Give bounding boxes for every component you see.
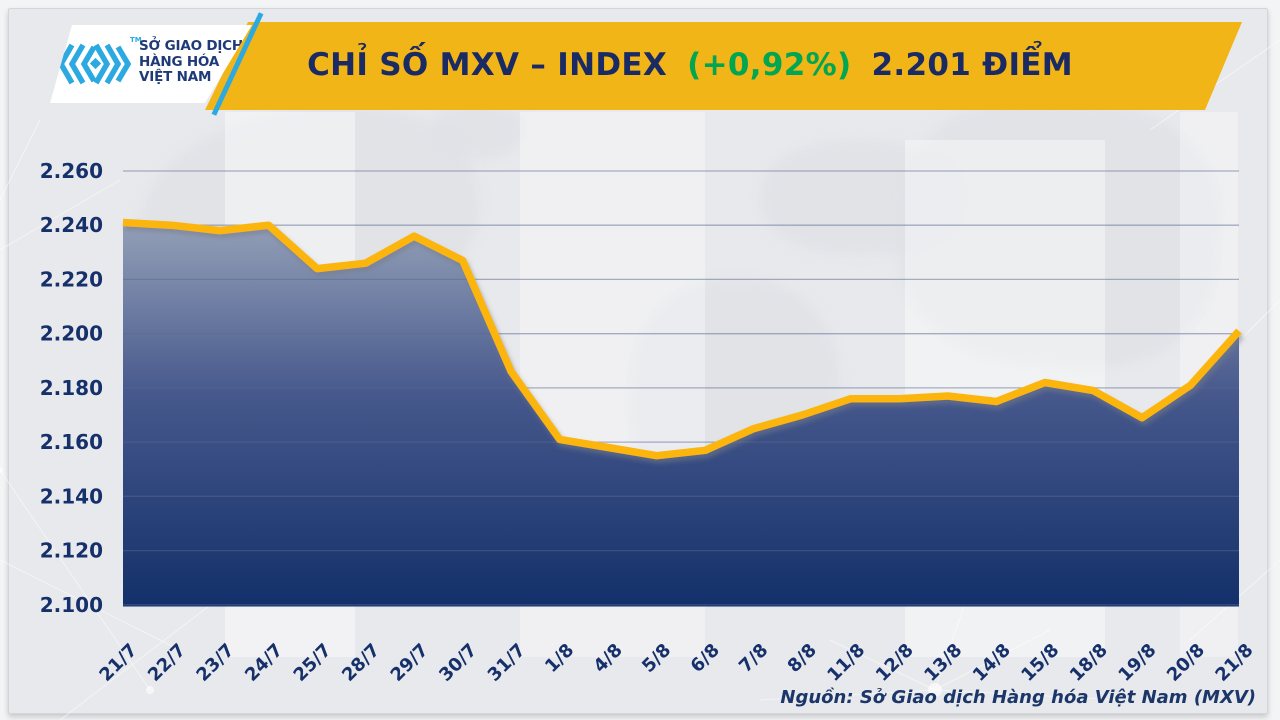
x-axis-tick-label: 18/8 <box>1066 640 1112 686</box>
y-axis-tick-label: 2.220 <box>40 267 103 291</box>
x-axis-tick-label: 30/7 <box>435 640 481 686</box>
x-axis-tick-label: 21/7 <box>95 640 141 686</box>
x-axis-tick-label: 14/8 <box>969 640 1015 686</box>
y-axis-tick-label: 2.240 <box>40 213 103 237</box>
x-axis-tick-label: 1/8 <box>541 640 578 677</box>
x-axis-tick-label: 5/8 <box>638 640 675 677</box>
x-axis-tick-label: 28/7 <box>338 640 384 686</box>
logo-line3: VIỆT NAM <box>139 69 212 85</box>
x-axis-tick-label: 23/7 <box>192 640 238 686</box>
y-axis-tick-label: 2.180 <box>40 376 103 400</box>
title-change: (+0,92%) <box>687 47 852 83</box>
source-note: Nguồn: Sở Giao dịch Hàng hóa Việt Nam (M… <box>780 687 1256 708</box>
area-fill <box>123 222 1239 607</box>
chart-title: CHỈ SỐ MXV – INDEX (+0,92%) 2.201 ĐIỂM <box>100 47 1280 83</box>
x-axis-tick-label: 8/8 <box>784 640 821 677</box>
y-axis-tick-label: 2.200 <box>40 322 103 346</box>
y-axis-tick-label: 2.140 <box>40 484 103 508</box>
mxv-chevrons-icon <box>57 43 132 85</box>
header: TM SỞ GIAO DỊCH HÀNG HÓA VIỆT NAM CHỈ SỐ… <box>0 0 1280 140</box>
mxv-logo-text: SỞ GIAO DỊCH HÀNG HÓA VIỆT NAM <box>139 38 243 86</box>
y-axis-tick-label: 2.120 <box>40 539 103 563</box>
x-axis-tick-label: 13/8 <box>920 640 966 686</box>
x-axis-tick-label: 12/8 <box>872 640 918 686</box>
x-axis-tick-label: 25/7 <box>290 640 336 686</box>
x-axis-tick-label: 24/7 <box>241 640 287 686</box>
x-axis-tick-label: 31/7 <box>484 640 530 686</box>
logo-line1: SỞ GIAO DỊCH <box>139 38 243 54</box>
y-axis-tick-label: 2.260 <box>40 159 103 183</box>
logo-line2: HÀNG HÓA <box>139 53 220 70</box>
x-axis-tick-label: 22/7 <box>144 640 190 686</box>
x-axis-tick-label: 15/8 <box>1017 640 1063 686</box>
x-axis-tick-label: 4/8 <box>590 640 627 677</box>
title-points: 2.201 ĐIỂM <box>871 47 1073 83</box>
x-axis-tick-label: 7/8 <box>735 640 772 677</box>
trademark-symbol: TM <box>130 36 142 44</box>
x-axis-tick-label: 19/8 <box>1114 640 1160 686</box>
y-axis-tick-label: 2.100 <box>40 593 103 617</box>
x-axis-tick-label: 20/8 <box>1163 640 1209 686</box>
x-axis-tick-label: 29/7 <box>387 640 433 686</box>
x-axis-tick-label: 21/8 <box>1211 640 1257 686</box>
title-text: CHỈ SỐ MXV – INDEX <box>307 47 668 83</box>
x-axis-tick-label: 6/8 <box>687 640 724 677</box>
y-axis-tick-label: 2.160 <box>40 430 103 454</box>
x-axis-tick-label: 11/8 <box>823 640 869 686</box>
